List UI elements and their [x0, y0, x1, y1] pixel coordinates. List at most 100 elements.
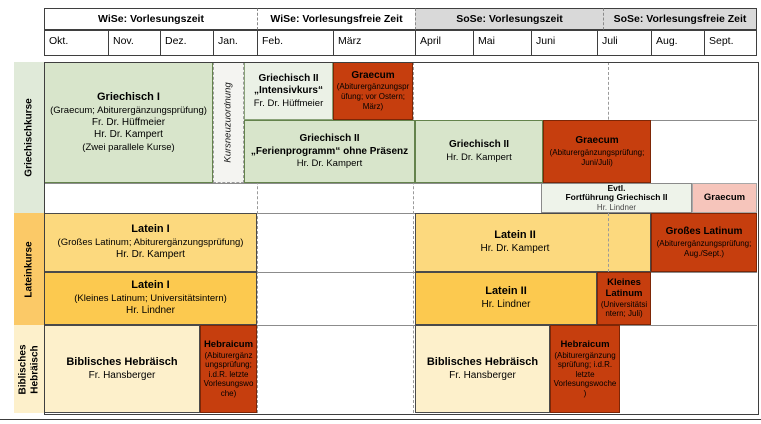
course-title: Griechisch II	[299, 133, 360, 145]
cell-latein-2-lindner: Latein II Hr. Lindner	[415, 272, 597, 325]
semester-wise-vorlesungsfreie-zeit: WiSe: Vorlesungsfreie Zeit	[257, 8, 415, 30]
month-nov: Nov.	[108, 30, 160, 56]
course-title: Graecum	[703, 192, 746, 204]
section-label-text: Biblisches Hebräisch	[17, 343, 41, 395]
course-title: Hebraicum	[560, 339, 610, 351]
month-april: April	[415, 30, 473, 56]
course-note: (Universitätsintern; Juli)	[600, 300, 648, 319]
cell-biblisches-hebraeisch-wise: Biblisches Hebräisch Fr. Hansberger	[44, 325, 200, 413]
semester-label: SoSe: Vorlesungszeit	[456, 13, 563, 25]
section-label-griechischkurse: Griechischkurse	[14, 62, 44, 213]
row-divider	[44, 183, 757, 184]
course-title: Latein I	[131, 279, 170, 292]
semester-label: WiSe: Vorlesungsfreie Zeit	[270, 13, 403, 25]
cell-biblisches-hebraeisch-sose: Biblisches Hebräisch Fr. Hansberger	[415, 325, 550, 413]
course-title: Fortführung Griechisch II	[565, 192, 668, 203]
cell-fortfuehrung-griechisch-2: Evtl. Fortführung Griechisch II Hr. Lind…	[541, 183, 692, 213]
cell-kleines-latinum: Kleines Latinum (Universitätsintern; Jul…	[597, 272, 651, 325]
course-note: (Zwei parallele Kurse)	[82, 141, 175, 153]
month-sept: Sept.	[704, 30, 757, 56]
course-note: Evtl.	[607, 182, 626, 193]
section-label-lateinkurse: Lateinkurse	[14, 213, 44, 325]
semester-divider-dashed	[257, 62, 258, 413]
cell-kursneuzuordnung: Kursneuzuordnung	[213, 62, 244, 183]
semester-divider-dashed	[413, 62, 414, 413]
month-juli: Juli	[597, 30, 651, 56]
course-instructor: Hr. Dr. Kampert	[446, 151, 512, 163]
course-instructor: Fr. Hansberger	[449, 369, 516, 381]
cell-graecum-herbst: Graecum	[692, 183, 757, 213]
course-note: (Graecum; Abiturergänzungsprüfung)	[50, 105, 207, 116]
semester-label: SoSe: Vorlesungsfreie Zeit	[613, 13, 747, 25]
cell-label: Kursneuzuordnung	[223, 82, 235, 163]
semester-sose-vorlesungszeit: SoSe: Vorlesungszeit	[415, 8, 603, 30]
month-dez: Dez.	[160, 30, 213, 56]
course-title: Griechisch I	[97, 91, 160, 104]
course-instructor: Hr. Dr. Kampert	[296, 158, 363, 170]
course-instructor: Hr. Lindner	[481, 299, 531, 311]
course-note: (Abiturergänzungsprüfung; vor Ostern; Mä…	[336, 82, 410, 112]
cell-graecum-juni-juli: Graecum (Abiturergänzungsprüfung; Juni/J…	[543, 120, 651, 183]
course-note: (Kleines Latinum; Universitätsintern)	[74, 293, 227, 305]
semester-label: WiSe: Vorlesungszeit	[98, 13, 204, 25]
course-title: Graecum	[575, 135, 619, 147]
course-subtitle: „Intensivkurs“	[254, 85, 323, 97]
month-header-row: Okt. Nov. Dez. Jan. Feb. März April Mai …	[44, 30, 757, 56]
course-note: (Abiturergänzungsprüfung; i.d.R. letzte …	[553, 350, 617, 399]
month-aug: Aug.	[651, 30, 704, 56]
cell-grosses-latinum: Großes Latinum (Abiturergänzungsprüfung;…	[651, 213, 757, 272]
course-instructor: Hr. Dr. Kampert	[94, 129, 163, 141]
section-label-text: Griechischkurse	[23, 98, 35, 177]
course-instructor: Fr. Dr. Hüffmeier	[91, 116, 166, 128]
section-label-biblisches-hebraeisch: Biblisches Hebräisch	[14, 325, 44, 413]
month-jan: Jan.	[213, 30, 257, 56]
page-bottom-rule	[0, 419, 761, 420]
course-title: Griechisch II	[258, 72, 319, 84]
course-title: Hebraicum	[203, 339, 254, 351]
course-subtitle: „Ferienprogramm“ ohne Präsenz	[250, 145, 409, 157]
cell-latein-1-grosses-latinum: Latein I (Großes Latinum; Abiturergänzun…	[44, 213, 257, 272]
semester-divider-dashed	[608, 213, 609, 272]
cell-griechisch-2-intensivkurs: Griechisch II „Intensivkurs“ Fr. Dr. Hüf…	[244, 62, 333, 120]
row-divider	[44, 325, 757, 326]
course-title: Kleines Latinum	[605, 277, 643, 300]
course-title: Latein II	[485, 285, 527, 298]
cell-graecum-maerz: Graecum (Abiturergänzungsprüfung; vor Os…	[333, 62, 413, 120]
course-title: Latein I	[131, 223, 170, 236]
cell-latein-1-kleines-latinum: Latein I (Kleines Latinum; Universitätsi…	[44, 272, 257, 325]
course-title: Biblisches Hebräisch	[66, 355, 178, 368]
cell-hebraicum-sose: Hebraicum (Abiturergänzungsprüfung; i.d.…	[550, 325, 620, 413]
course-instructor: Hr. Lindner	[596, 203, 637, 213]
course-title: Latein II	[494, 229, 536, 242]
section-label-text: Lateinkurse	[23, 240, 35, 298]
month-feb: Feb.	[257, 30, 333, 56]
semester-header-row: WiSe: Vorlesungszeit WiSe: Vorlesungsfre…	[44, 8, 757, 30]
month-maerz: März	[333, 30, 415, 56]
course-instructor: Hr. Lindner	[126, 305, 175, 317]
month-okt: Okt.	[44, 30, 108, 56]
cell-hebraicum-wise: Hebraicum (Abiturergänzungsprüfung; i.d.…	[200, 325, 257, 413]
month-juni: Juni	[531, 30, 597, 56]
row-divider	[44, 213, 757, 214]
course-title: Graecum	[351, 69, 395, 81]
semester-wise-vorlesungszeit: WiSe: Vorlesungszeit	[44, 8, 257, 30]
row-divider	[44, 272, 757, 273]
course-title: Biblisches Hebräisch	[426, 355, 539, 368]
course-note: (Großes Latinum; Abiturergänzungsprüfung…	[57, 237, 244, 249]
course-instructor: Fr. Dr. Hüffmeier	[253, 97, 324, 109]
course-note: (Abiturergänzungsprüfung; i.d.R. letzte …	[203, 350, 254, 399]
course-note: (Abiturergänzungsprüfung; Juni/Juli)	[549, 147, 645, 167]
course-note: (Abiturergänzungsprüfung; Aug./Sept.)	[656, 238, 752, 258]
course-instructor: Hr. Dr. Kampert	[116, 249, 185, 261]
semester-sose-vorlesungsfreie-zeit: SoSe: Vorlesungsfreie Zeit	[603, 8, 757, 30]
course-instructor: Fr. Hansberger	[88, 369, 156, 381]
month-mai: Mai	[473, 30, 531, 56]
course-title: Großes Latinum	[665, 226, 743, 238]
course-title: Griechisch II	[448, 139, 510, 151]
cell-griechisch-2-sose: Griechisch II Hr. Dr. Kampert	[415, 120, 543, 183]
course-instructor: Hr. Dr. Kampert	[480, 243, 550, 255]
cell-griechisch-1: Griechisch I (Graecum; Abiturergänzungsp…	[44, 62, 213, 183]
cell-latein-2-kampert: Latein II Hr. Dr. Kampert	[415, 213, 651, 272]
cell-griechisch-2-ferienprogramm: Griechisch II „Ferienprogramm“ ohne Präs…	[244, 120, 415, 183]
